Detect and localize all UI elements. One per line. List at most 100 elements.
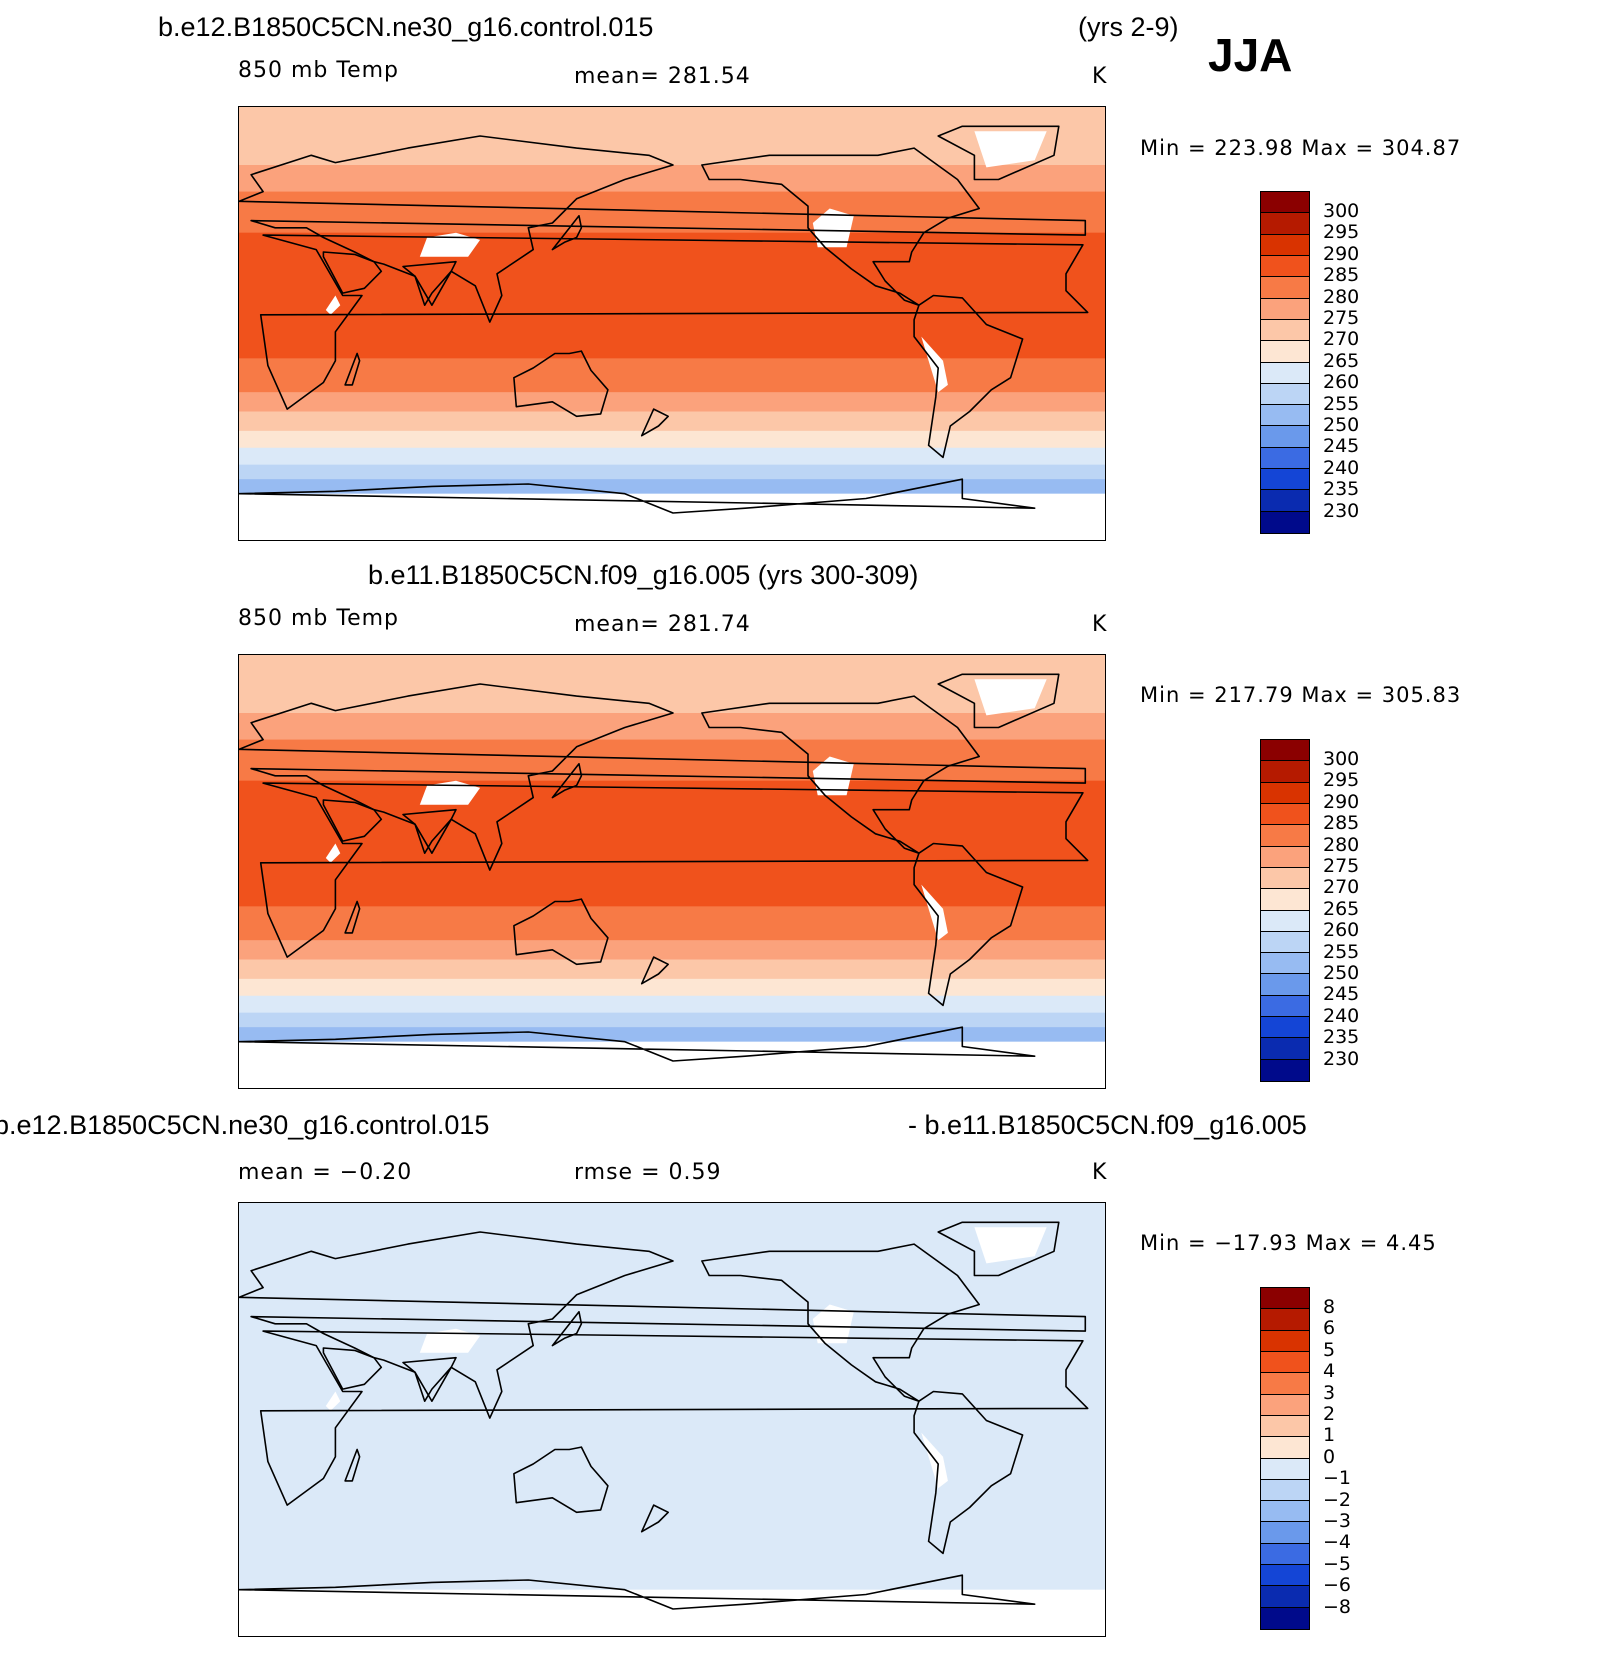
colorbar-swatch [1261, 1586, 1309, 1608]
colorbar-label: 265 [1323, 349, 1360, 372]
colorbar-swatch [1261, 1017, 1309, 1039]
panel1-variable: 850 mb Temp [238, 58, 400, 83]
colorbar-swatch [1261, 192, 1309, 214]
colorbar-label: 240 [1323, 1004, 1360, 1027]
contour-band [239, 191, 1105, 234]
terrain-mask [974, 1227, 1047, 1264]
panel2-units: K [1092, 612, 1108, 637]
coastline [344, 1448, 361, 1482]
colorbar-swatch [1261, 974, 1309, 996]
contour-band [239, 906, 1105, 942]
panel1-colorbar [1260, 191, 1310, 534]
coastline [513, 1446, 609, 1514]
coastline [239, 1026, 1036, 1062]
contour-band [239, 978, 1105, 997]
coastline [239, 683, 1087, 871]
panel1-units: K [1092, 64, 1108, 89]
coastline [913, 294, 1024, 459]
terrain-mask [812, 208, 854, 248]
colorbar-swatch [1261, 761, 1309, 783]
coastline [344, 900, 361, 934]
colorbar-label: 1 [1323, 1424, 1336, 1447]
colorbar-label: 250 [1323, 414, 1360, 436]
colorbar-label: 255 [1323, 940, 1360, 963]
colorbar-label: 235 [1323, 478, 1360, 501]
contour-band [239, 780, 1105, 908]
colorbar-swatch [1261, 1479, 1309, 1502]
colorbar-label: 4 [1323, 1360, 1336, 1383]
colorbar-swatch [1261, 1038, 1309, 1060]
colorbar-swatch [1261, 234, 1309, 256]
colorbar-label: 275 [1323, 855, 1360, 877]
colorbar-label: 6 [1323, 1317, 1336, 1340]
coastline [551, 1311, 583, 1347]
season-label: JJA [1208, 29, 1293, 81]
colorbar-swatch [1261, 1373, 1309, 1395]
coastline [402, 260, 457, 306]
colorbar-label: −3 [1323, 1510, 1352, 1532]
coastline [701, 147, 981, 306]
colorbar-label: 290 [1323, 790, 1360, 813]
colorbar-swatch [1261, 953, 1309, 975]
colorbar-swatch [1261, 1394, 1309, 1416]
contour-band [239, 165, 1105, 193]
coastline [913, 1390, 1024, 1555]
coastline [937, 673, 1060, 729]
contour-band [239, 430, 1105, 449]
colorbar-label: −4 [1323, 1531, 1352, 1554]
colorbar-label: 285 [1323, 264, 1360, 287]
coastline [402, 1356, 457, 1402]
colorbar-swatch [1261, 1522, 1309, 1544]
coastline [937, 1221, 1060, 1277]
colorbar-label: −5 [1323, 1552, 1352, 1575]
contour-band [239, 392, 1105, 413]
terrain-mask [419, 232, 481, 257]
panel2-map [238, 654, 1106, 1089]
contour-band [239, 464, 1105, 481]
coastline [551, 215, 583, 251]
contour-band [239, 411, 1105, 432]
coastline [239, 478, 1036, 514]
panel2-title: b.e11.B1850C5CN.f09_g16.005 (yrs 300-309… [368, 560, 919, 590]
colorbar-swatch [1261, 1437, 1309, 1459]
terrain-mask [325, 295, 341, 315]
colorbar-label: −2 [1323, 1488, 1352, 1511]
colorbar-swatch [1261, 803, 1309, 826]
colorbar-swatch [1261, 383, 1309, 406]
colorbar-swatch [1261, 213, 1309, 235]
contour-band [239, 447, 1105, 466]
panel3-mean: mean = −0.20 [238, 1160, 413, 1185]
colorbar-swatch [1261, 1330, 1309, 1352]
colorbar-swatch [1261, 405, 1309, 427]
contour-band [239, 959, 1105, 980]
panel2-minmax: Min = 217.79 Max = 305.83 [1140, 683, 1462, 707]
colorbar-swatch [1261, 341, 1309, 363]
coastline [344, 352, 361, 386]
colorbar-label: 8 [1323, 1296, 1336, 1318]
colorbar-swatch [1261, 825, 1309, 847]
panel3-units: K [1092, 1160, 1108, 1185]
colorbar-swatch [1261, 490, 1309, 512]
coastline [239, 1574, 1036, 1610]
coastline [259, 782, 1089, 958]
colorbar-swatch [1261, 995, 1309, 1018]
colorbar-swatch [1261, 255, 1309, 278]
contour-band [239, 995, 1105, 1014]
coastline [513, 350, 609, 418]
colorbar-swatch [1261, 447, 1309, 470]
coastline [913, 842, 1024, 1007]
coastline [322, 1347, 383, 1390]
panel1-minmax: Min = 223.98 Max = 304.87 [1140, 136, 1462, 160]
terrain-mask [812, 1304, 854, 1344]
colorbar-label: 285 [1323, 812, 1360, 835]
colorbar-label: 3 [1323, 1381, 1336, 1404]
colorbar-swatch [1261, 910, 1309, 932]
terrain-mask [419, 1328, 481, 1353]
colorbar-label: 240 [1323, 456, 1360, 479]
colorbar-swatch [1261, 426, 1309, 448]
panel3-colorbar [1260, 1287, 1310, 1630]
terrain-mask [325, 843, 341, 863]
coastline [513, 898, 609, 966]
colorbar-swatch [1261, 1543, 1309, 1566]
colorbar-label: 270 [1323, 876, 1360, 899]
